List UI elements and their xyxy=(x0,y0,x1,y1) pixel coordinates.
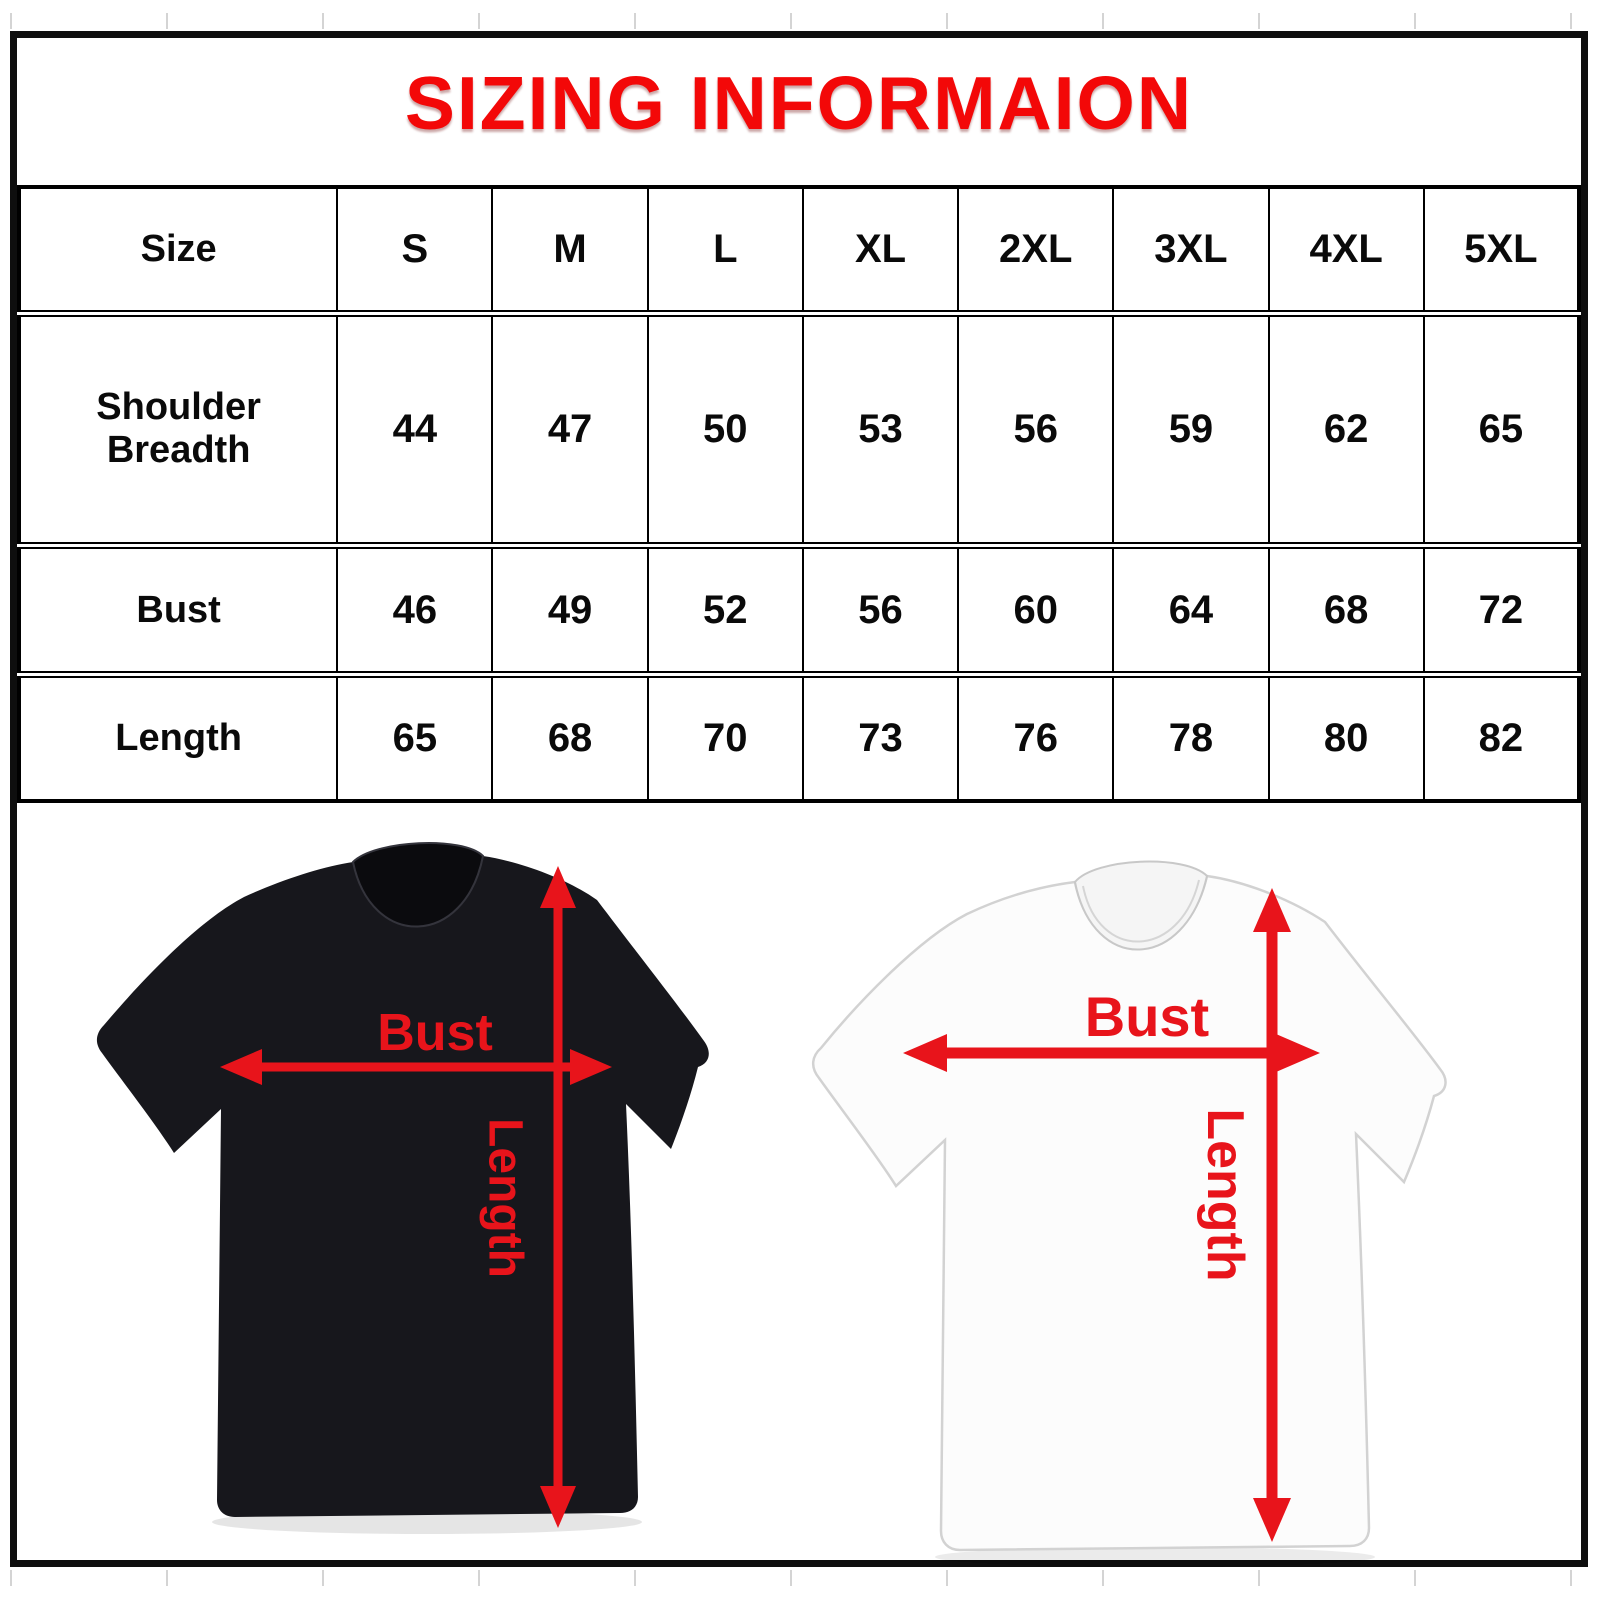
value-cell: 56 xyxy=(801,541,960,676)
length-arrow xyxy=(1253,888,1291,1542)
grid-ticks-bottom xyxy=(10,1570,1588,1586)
row-label-cell: Length xyxy=(17,671,339,803)
length-label: Length xyxy=(479,1118,532,1278)
table-row-bust: Bust 46 49 52 56 60 64 68 72 xyxy=(17,541,1581,676)
value-cell: 68 xyxy=(491,671,649,803)
value-cell: 68 xyxy=(1267,541,1425,676)
row-label-cell: Bust xyxy=(17,541,339,676)
length-label: Length xyxy=(1196,1108,1254,1281)
value-cell: 52 xyxy=(646,541,804,676)
size-table: Size S M L XL 2XL 3XL 4XL 5XL Shoulder B… xyxy=(17,185,1581,803)
value-cell: 73 xyxy=(801,671,960,803)
row-label-cell: Shoulder Breadth xyxy=(17,309,339,547)
white-tshirt-diagram: Bust Length xyxy=(812,860,1447,1567)
header-cell: L xyxy=(646,185,804,315)
table-row-shoulder-breadth: Shoulder Breadth 44 47 50 53 56 59 62 65 xyxy=(17,309,1581,547)
value-cell: 64 xyxy=(1112,541,1270,676)
table-row-length: Length 65 68 70 73 76 78 80 82 xyxy=(17,671,1581,803)
value-cell: 53 xyxy=(801,309,960,547)
value-cell: 78 xyxy=(1112,671,1270,803)
length-arrow xyxy=(540,866,576,1528)
header-cell: 3XL xyxy=(1112,185,1270,315)
value-cell: 70 xyxy=(646,671,804,803)
bust-arrow xyxy=(903,1034,1320,1072)
shirt-shadow xyxy=(935,1547,1375,1567)
header-cell: M xyxy=(491,185,649,315)
value-cell: 56 xyxy=(957,309,1115,547)
tshirt-collar xyxy=(351,842,485,928)
value-cell: 46 xyxy=(336,541,494,676)
tshirt-collar-seam xyxy=(1082,879,1200,943)
value-cell: 59 xyxy=(1112,309,1270,547)
tshirt-body xyxy=(812,874,1447,1552)
header-cell: S xyxy=(336,185,494,315)
page-title: SIZING INFORMAION xyxy=(404,61,1194,145)
bust-label: Bust xyxy=(1085,985,1209,1048)
header-cell: XL xyxy=(801,185,960,315)
bust-label: Bust xyxy=(377,1004,493,1062)
value-cell: 80 xyxy=(1267,671,1425,803)
value-cell: 44 xyxy=(336,309,494,547)
value-cell: 82 xyxy=(1422,671,1581,803)
value-cell: 65 xyxy=(1422,309,1581,547)
tshirt-body xyxy=(96,856,709,1517)
value-cell: 65 xyxy=(336,671,494,803)
value-cell: 76 xyxy=(957,671,1115,803)
bust-arrow xyxy=(220,1049,612,1085)
grid-ticks-top xyxy=(10,13,1588,29)
black-tshirt-diagram: Bust Length xyxy=(96,842,709,1534)
value-cell: 60 xyxy=(957,541,1115,676)
value-cell: 50 xyxy=(646,309,804,547)
value-cell: 62 xyxy=(1267,309,1425,547)
value-cell: 72 xyxy=(1422,541,1581,676)
header-cell: 2XL xyxy=(957,185,1115,315)
header-cell-size: Size xyxy=(17,185,339,315)
value-cell: 49 xyxy=(491,541,649,676)
header-cell: 5XL xyxy=(1422,185,1581,315)
table-header-row: Size S M L XL 2XL 3XL 4XL 5XL xyxy=(17,185,1581,315)
header-cell: 4XL xyxy=(1267,185,1425,315)
value-cell: 47 xyxy=(491,309,649,547)
